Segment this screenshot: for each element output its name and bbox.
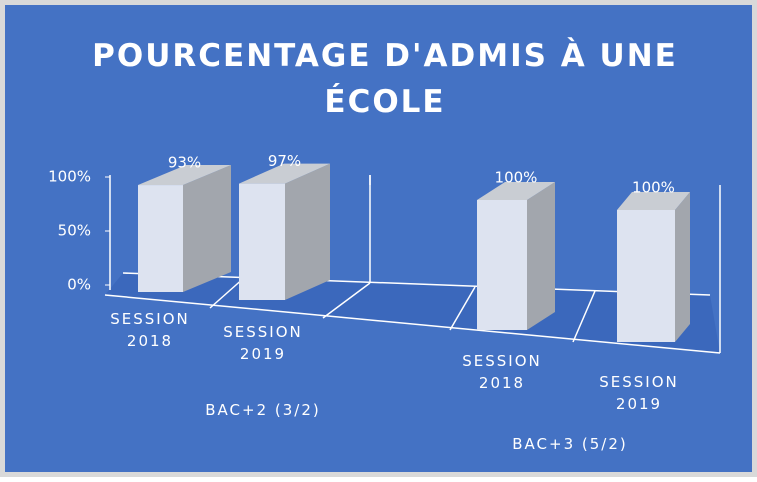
bar-top: [477, 182, 555, 200]
chart-title: POURCENTAGE D'ADMIS À UNE ÉCOLE: [92, 38, 678, 120]
x-tick-label: SESSION 2019: [599, 373, 679, 413]
group-label: BAC+3 (5/2): [512, 435, 628, 453]
value-label: 93%: [168, 154, 201, 172]
group-label: BAC+2 (3/2): [205, 401, 321, 419]
bar-side: [183, 165, 231, 292]
bar: [138, 185, 183, 292]
bar-side: [675, 192, 690, 342]
y-tick-label: 0%: [67, 276, 91, 294]
x-tick-label: SESSION 2018: [110, 310, 190, 350]
bar: [477, 200, 527, 330]
bar-top: [617, 192, 690, 210]
x-tick-label: SESSION 2018: [462, 352, 542, 392]
bar-side: [285, 163, 330, 300]
y-tick-label: 50%: [58, 222, 91, 240]
value-label: 97%: [268, 152, 301, 170]
value-label: 100%: [495, 169, 538, 187]
value-label: 100%: [632, 179, 675, 197]
x-tick-label: SESSION 2019: [223, 323, 303, 363]
bar-top: [239, 163, 330, 184]
bar: [617, 210, 675, 342]
y-tick-label: 100%: [48, 168, 91, 186]
bar-top: [138, 165, 231, 186]
wall-lines: [104, 175, 721, 354]
bar: [239, 183, 285, 300]
bar-side: [527, 182, 555, 330]
plot: 0% 50% 100% 93% 97% 100% 100%: [48, 152, 721, 354]
